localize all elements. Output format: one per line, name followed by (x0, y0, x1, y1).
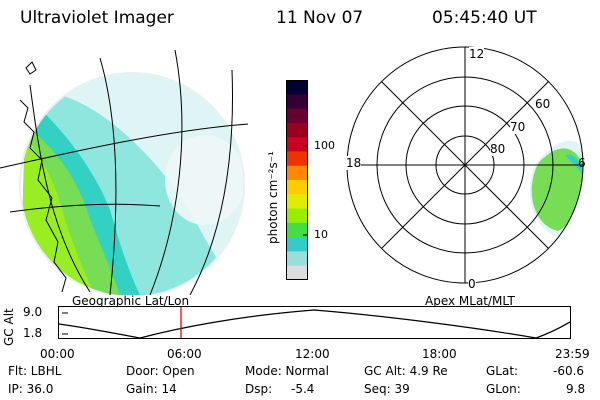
status-ip: IP: 36.0 (8, 382, 54, 396)
colorbar-band (286, 80, 308, 95)
colorbar-band (286, 222, 308, 238)
colorbar-band (286, 94, 308, 110)
mlat-label-80: 80 (490, 142, 506, 156)
altitude-strip-plot (58, 306, 571, 339)
coastline-outline (19, 99, 67, 293)
instrument-title: Ultraviolet Imager (20, 8, 174, 28)
colorbar-band (286, 151, 308, 167)
x-tick-0000: 00:00 (40, 347, 75, 361)
altitude-curve (58, 309, 571, 339)
colorbar-band (286, 108, 308, 124)
status-glon-value: 9.8 (566, 382, 586, 396)
colorbar-tick-100: 100 (314, 139, 335, 152)
date-label: 11 Nov 07 (276, 8, 364, 28)
colorbar-band (286, 122, 308, 138)
x-tick-1200: 12:00 (295, 347, 330, 361)
mlat-label-60: 60 (535, 97, 551, 111)
mlt-label-0: 0 (468, 277, 476, 291)
status-seq: Seq: 39 (364, 382, 410, 396)
x-tick-2359: 23:59 (555, 347, 590, 361)
status-mode: Mode: Normal (245, 364, 329, 378)
status-flt: Flt: LBHL (8, 364, 62, 378)
status-glat-label: GLat: (486, 364, 519, 378)
mlt-label-18: 18 (346, 156, 362, 170)
status-gc-alt: GC Alt: 4.9 Re (364, 364, 448, 378)
colorbar-band (286, 237, 308, 252)
geographic-image-panel (0, 49, 249, 295)
x-tick-0600: 06:00 (167, 347, 202, 361)
status-dsp-value: -5.4 (291, 382, 315, 396)
colorbar-band (286, 194, 308, 210)
polar-mlat-mlt-plot (346, 46, 584, 284)
status-dsp-label: Dsp: (245, 382, 273, 396)
colorbar-tick-10: 10 (314, 228, 328, 241)
status-glat-value: -60.6 (553, 364, 585, 378)
colorbar-label: photon cm⁻²s⁻¹ (266, 151, 280, 244)
x-tick-1800: 18:00 (422, 347, 457, 361)
colorbar (286, 80, 308, 280)
status-door: Door: Open (126, 364, 195, 378)
colorbar-band (286, 265, 308, 280)
status-glon-label: GLon: (486, 382, 521, 396)
mlt-label-6: 6 (578, 156, 586, 170)
geographic-panel-label: Geographic Lat/Lon (72, 294, 190, 308)
colorbar-band (286, 165, 308, 181)
polar-panel-label: Apex MLat/MLT (425, 294, 515, 308)
colorbar-band (286, 180, 308, 195)
colorbar-band (286, 251, 308, 267)
colorbar-band (286, 137, 308, 152)
altitude-y-min: 1.8 (23, 326, 43, 340)
altitude-axis-label: GC Alt (2, 308, 16, 346)
mlt-label-12: 12 (469, 47, 485, 61)
mlat-label-70: 70 (510, 120, 526, 134)
altitude-y-max: 9.0 (23, 305, 43, 319)
time-label: 05:45:40 UT (432, 8, 537, 28)
colorbar-band (286, 208, 308, 224)
status-gain: Gain: 14 (126, 382, 177, 396)
